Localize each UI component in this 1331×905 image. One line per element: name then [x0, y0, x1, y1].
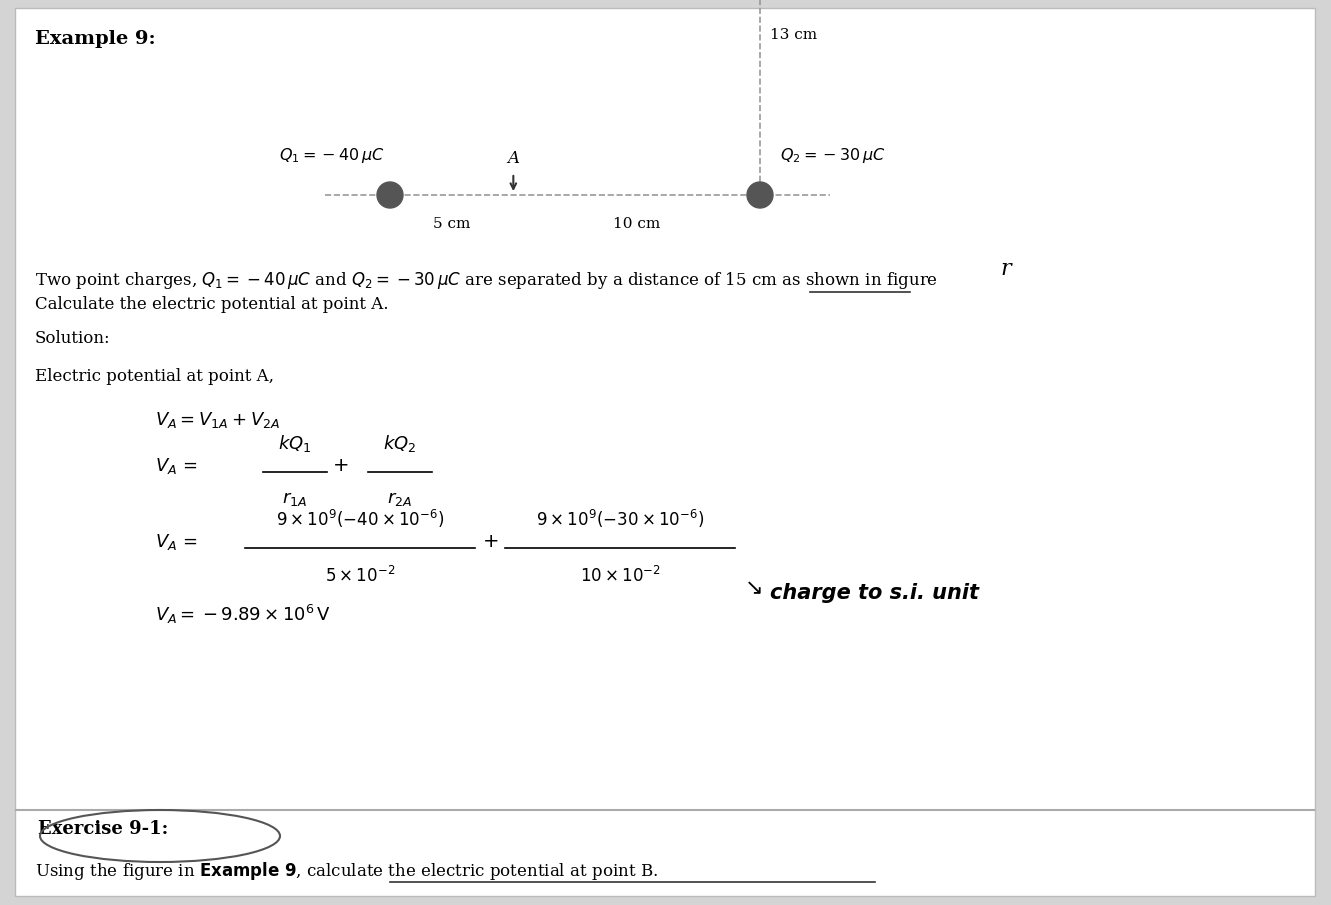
Text: $r_{2A}$: $r_{2A}$ [387, 490, 413, 508]
Text: $kQ_2$: $kQ_2$ [383, 433, 417, 454]
Text: $10\times10^{-2}$: $10\times10^{-2}$ [579, 566, 660, 586]
Text: $+$: $+$ [482, 533, 498, 551]
Text: 10 cm: 10 cm [614, 217, 660, 231]
Text: $V_A = -9.89\times10^6\,\mathrm{V}$: $V_A = -9.89\times10^6\,\mathrm{V}$ [154, 603, 331, 626]
Circle shape [377, 182, 403, 208]
Text: Electric potential at point A,: Electric potential at point A, [35, 368, 274, 385]
Text: Two point charges, $Q_1=-40\,\mu C$ and $Q_2=-30\,\mu C$ are separated by a dist: Two point charges, $Q_1=-40\,\mu C$ and … [35, 270, 938, 291]
Text: Solution:: Solution: [35, 330, 110, 347]
Text: $+$: $+$ [331, 457, 349, 475]
Text: $\searrow$: $\searrow$ [740, 578, 761, 598]
Text: $Q_1 = -40\,\mu C$: $Q_1 = -40\,\mu C$ [280, 146, 385, 165]
Text: charge to s.i. unit: charge to s.i. unit [771, 583, 980, 603]
Text: $9\times10^9(-40\times10^{-6})$: $9\times10^9(-40\times10^{-6})$ [276, 508, 445, 530]
Text: 5 cm: 5 cm [433, 217, 470, 231]
Text: Exercise 9-1:: Exercise 9-1: [39, 820, 168, 838]
Text: Using the figure in $\mathbf{Example\ 9}$, calculate the electric potential at p: Using the figure in $\mathbf{Example\ 9}… [35, 860, 658, 882]
Text: r: r [1000, 258, 1010, 280]
Text: $kQ_1$: $kQ_1$ [278, 433, 311, 454]
Text: $V_A\,=$: $V_A\,=$ [154, 456, 198, 476]
Text: $V_A = V_{1A} + V_{2A}$: $V_A = V_{1A} + V_{2A}$ [154, 410, 280, 430]
Text: $r_{1A}$: $r_{1A}$ [282, 490, 307, 508]
Text: Calculate the electric potential at point A.: Calculate the electric potential at poin… [35, 296, 389, 313]
Text: A: A [507, 150, 519, 167]
Text: $9\times10^9(-30\times10^{-6})$: $9\times10^9(-30\times10^{-6})$ [536, 508, 704, 530]
Text: $5\times10^{-2}$: $5\times10^{-2}$ [325, 566, 395, 586]
Text: $V_A\,=$: $V_A\,=$ [154, 532, 198, 552]
Text: $Q_2 = -30\,\mu C$: $Q_2 = -30\,\mu C$ [780, 146, 885, 165]
Text: 13 cm: 13 cm [771, 28, 817, 42]
Circle shape [747, 182, 773, 208]
Text: Example 9:: Example 9: [35, 30, 156, 48]
